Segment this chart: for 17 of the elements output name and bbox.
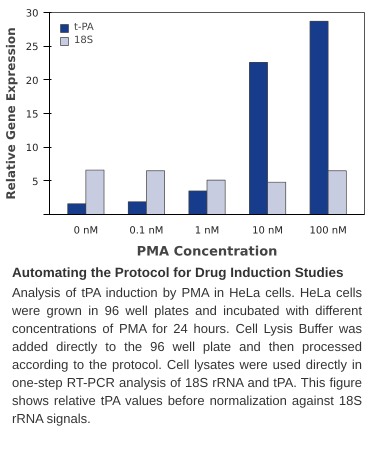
x-tick-label: 0.1 nM <box>129 226 164 236</box>
y-axis-title: Relative Gene Expression <box>4 27 18 200</box>
x-tick-label: 1 nM <box>194 226 220 236</box>
legend-label: t-PA <box>74 22 94 33</box>
x-axis-title: PMA Concentration <box>136 244 278 260</box>
x-tick-label: 100 nM <box>310 226 347 236</box>
text: Analysis of tPA induction by PMA in HeLa cells. HeLa cells were grown in 96 well plates and incubated with different concentrations of PMA for 24 hours. Cell Lysis Buffer was added directly to the 96 well plate and then processed according to the protocol. Cell lysates were used directly in one-step RT-PCR analysis of 18S rRNA and tPA. This figure shows relative tPA values before normalization against 18S rRNA signals. <box>12 284 362 428</box>
x-tick-label: 10 nM <box>252 226 284 236</box>
y-tick-label: 10 <box>26 143 39 154</box>
y-tick-label: 30 <box>26 8 39 20</box>
text: Automating the Protocol for Drug Induction Studies <box>12 264 344 282</box>
y-tick-label: 25 <box>26 42 39 54</box>
legend-label: 18S <box>74 35 94 46</box>
y-tick-label: 5 <box>32 176 39 188</box>
x-tick-label: 0 nM <box>74 226 98 236</box>
y-tick-label: 20 <box>26 76 39 87</box>
y-tick-label: 15 <box>26 110 39 120</box>
